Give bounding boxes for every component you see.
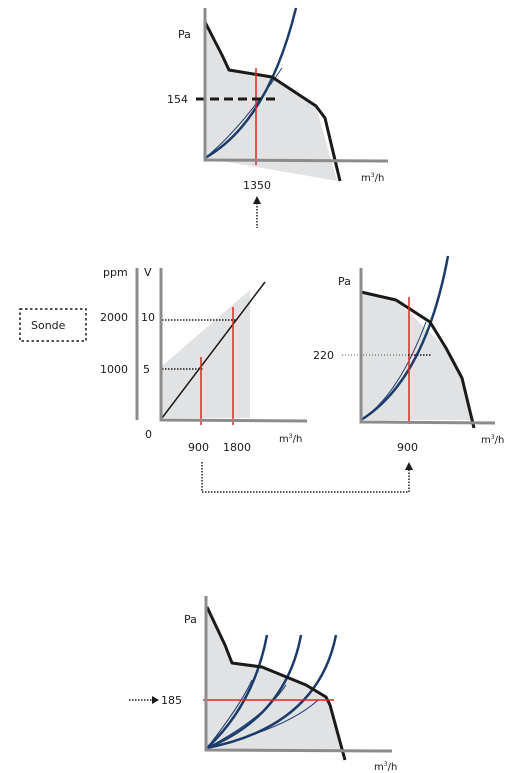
middle-right-system-curve [360, 255, 450, 422]
middle-connector [201, 462, 413, 493]
bottom-fan-curve [205, 606, 347, 761]
middle-right-axes [359, 268, 496, 425]
middle-left-axes [159, 268, 308, 423]
middle-right-y-unit: Pa [338, 275, 351, 288]
middle-left-operating-area [162, 290, 250, 418]
top-axes [203, 8, 389, 163]
bottom-pressure-arrowhead [152, 696, 159, 704]
bottom-system-curve-1-thin [206, 679, 253, 749]
middle-right-pressure-label: 220 [313, 349, 334, 362]
top-y-unit: Pa [178, 28, 191, 41]
middle-left-x-unit: m3/h [279, 433, 302, 445]
flow-900-label: 900 [188, 441, 209, 454]
top-system-curve-thin [204, 67, 283, 159]
top-flow-label: 1350 [243, 179, 271, 192]
top-link-arrowhead [253, 196, 261, 204]
top-fan-curve [203, 21, 342, 182]
bottom-x-unit: m3/h [374, 761, 397, 773]
top-diagram: Pa 154 1350 m3/h [167, 7, 389, 228]
volt-5-label: 5 [143, 363, 150, 376]
top-system-curve [204, 7, 298, 160]
top-operating-area [205, 22, 337, 181]
middle-right-flow-label: 900 [397, 441, 418, 454]
bottom-y-unit: Pa [184, 613, 197, 626]
bottom-operating-area [207, 607, 342, 752]
top-pressure-label: 154 [167, 93, 188, 106]
ppm-unit: ppm [103, 266, 128, 279]
middle-left-diagram: Sonde ppm V 2000 1000 10 5 0 900 1800 m3… [19, 266, 308, 454]
sensor-box [19, 308, 87, 342]
control-curve [161, 281, 266, 419]
middle-right-x-unit: m3/h [481, 434, 504, 446]
top-x-unit: m3/h [361, 172, 384, 184]
middle-connector-dotted [201, 462, 410, 493]
flow-1800-label: 1800 [223, 441, 251, 454]
middle-right-diagram: Pa 220 900 m3/h [313, 255, 504, 454]
bottom-system-curve-1 [206, 634, 269, 749]
bottom-system-curve-3 [206, 634, 338, 750]
middle-connector-arrowhead [405, 462, 413, 470]
origin-label: 0 [145, 428, 152, 441]
volt-unit: V [144, 266, 152, 279]
ppm-1000-label: 1000 [100, 363, 128, 376]
middle-right-fan-curve [360, 290, 476, 429]
ppm-2000-label: 2000 [100, 311, 128, 324]
sensor-label: Sonde [31, 319, 66, 332]
bottom-axes [204, 596, 393, 753]
bottom-system-curve-2 [206, 634, 303, 750]
volt-10-label: 10 [141, 311, 155, 324]
bottom-pressure-label: 185 [161, 694, 182, 707]
bottom-diagram: Pa 185 m3/h [129, 596, 397, 773]
